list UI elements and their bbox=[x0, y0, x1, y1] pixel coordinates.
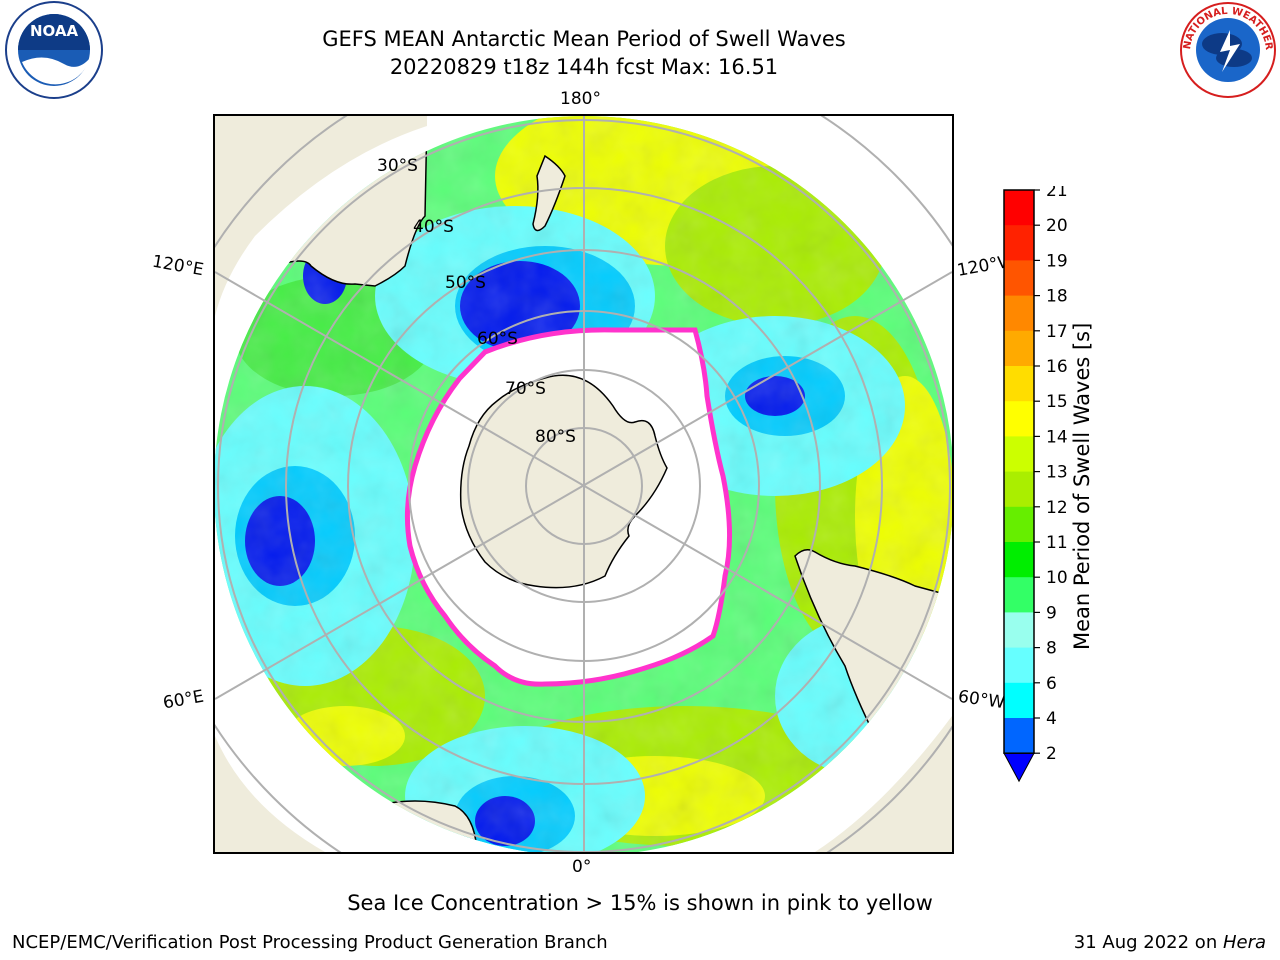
lat-label-80s: 80°S bbox=[535, 427, 576, 447]
lat-label-70s: 70°S bbox=[505, 379, 546, 399]
colorbar-tick-label: 10 bbox=[1046, 568, 1068, 588]
colorbar: 21 20 19 18 17 16 15 14 13 12 11 10 9 8 6 4 2 bbox=[1003, 186, 1068, 783]
colorbar-band bbox=[1004, 577, 1034, 613]
colorbar-band bbox=[1004, 225, 1034, 261]
noaa-logo-text: NOAA bbox=[30, 22, 79, 40]
lon-label-0: 0° bbox=[572, 857, 592, 877]
colorbar-tick-label: 6 bbox=[1046, 674, 1057, 694]
colorbar-tick-label: 13 bbox=[1046, 463, 1068, 483]
colorbar-tick-label: 2 bbox=[1046, 744, 1057, 764]
corner-land-sw bbox=[215, 736, 325, 852]
colorbar-tick-label: 9 bbox=[1046, 603, 1057, 623]
footer-credit: NCEP/EMC/Verification Post Processing Pr… bbox=[12, 932, 608, 953]
colorbar-band bbox=[1004, 506, 1034, 543]
lat-label-60s: 60°S bbox=[477, 329, 518, 349]
new-zealand-landmass bbox=[532, 154, 566, 232]
africa-landmass bbox=[324, 800, 478, 852]
colorbar-band bbox=[1004, 330, 1034, 367]
lat-label-30s: 30°S bbox=[377, 156, 418, 176]
colorbar-tick-label: 14 bbox=[1046, 427, 1068, 447]
colorbar-tick-label: 4 bbox=[1046, 709, 1057, 729]
lon-label-60w: 60°W bbox=[956, 686, 1007, 714]
corner-land-se bbox=[815, 716, 952, 852]
colorbar-bands bbox=[1003, 189, 1035, 783]
colorbar-band bbox=[1004, 190, 1034, 226]
lon-label-180: 180° bbox=[560, 89, 601, 109]
colorbar-tick-label: 19 bbox=[1046, 251, 1068, 271]
polar-map: 30°S 40°S 50°S 60°S 70°S 80°S bbox=[215, 116, 952, 852]
colorbar-ticks: 21 20 19 18 17 16 15 14 13 12 11 10 9 8 6 4 2 bbox=[1034, 186, 1068, 764]
nws-logo: NATIONAL WEATHER SERVICE bbox=[1176, 0, 1276, 98]
colorbar-band bbox=[1004, 612, 1034, 649]
colorbar-tick-label: 20 bbox=[1046, 216, 1068, 236]
colorbar-tick-label: 8 bbox=[1046, 639, 1057, 659]
map-panel: 30°S 40°S 50°S 60°S 70°S 80°S bbox=[213, 114, 954, 854]
colorbar-label: Mean Period of Swell Waves [s] bbox=[1070, 322, 1094, 650]
map-title: GEFS MEAN Antarctic Mean Period of Swell… bbox=[322, 27, 846, 51]
colorbar-tick-label: 11 bbox=[1046, 533, 1068, 553]
colorbar-tick-label: 18 bbox=[1046, 287, 1068, 307]
colorbar-band bbox=[1004, 682, 1034, 719]
colorbar-band bbox=[1004, 471, 1034, 508]
colorbar-tick-label: 21 bbox=[1046, 186, 1068, 201]
colorbar-band bbox=[1004, 436, 1034, 473]
footer-date: 31 Aug 2022 on Hera bbox=[1074, 932, 1266, 953]
colorbar-tick-label: 12 bbox=[1046, 498, 1068, 518]
corner-land-nw bbox=[215, 116, 427, 316]
footer-host: Hera bbox=[1222, 932, 1266, 953]
map-subtitle: 20220829 t18z 144h fcst Max: 16.51 bbox=[389, 55, 779, 79]
colorbar-band bbox=[1004, 647, 1034, 684]
colorbar-band bbox=[1004, 401, 1034, 437]
colorbar-band bbox=[1004, 366, 1034, 402]
colorbar-tick-label: 16 bbox=[1046, 357, 1068, 377]
colorbar-band bbox=[1004, 260, 1034, 297]
graticule bbox=[215, 116, 952, 852]
colorbar-tick-label: 15 bbox=[1046, 392, 1068, 412]
lon-label-120e: 120°E bbox=[150, 251, 206, 281]
sea-ice-note: Sea Ice Concentration > 15% is shown in … bbox=[347, 891, 933, 915]
noaa-logo: NOAA bbox=[5, 1, 103, 99]
lat-label-40s: 40°S bbox=[413, 217, 454, 237]
colorbar-band bbox=[1004, 718, 1034, 754]
colorbar-band bbox=[1004, 542, 1034, 578]
colorbar-band bbox=[1004, 295, 1034, 332]
colorbar-tick-label: 17 bbox=[1046, 322, 1068, 342]
colorbar-extend-min bbox=[1003, 752, 1035, 783]
lat-label-50s: 50°S bbox=[445, 273, 486, 293]
footer-date-text: 31 Aug 2022 on bbox=[1073, 932, 1223, 953]
lon-label-60e: 60°E bbox=[161, 686, 206, 714]
